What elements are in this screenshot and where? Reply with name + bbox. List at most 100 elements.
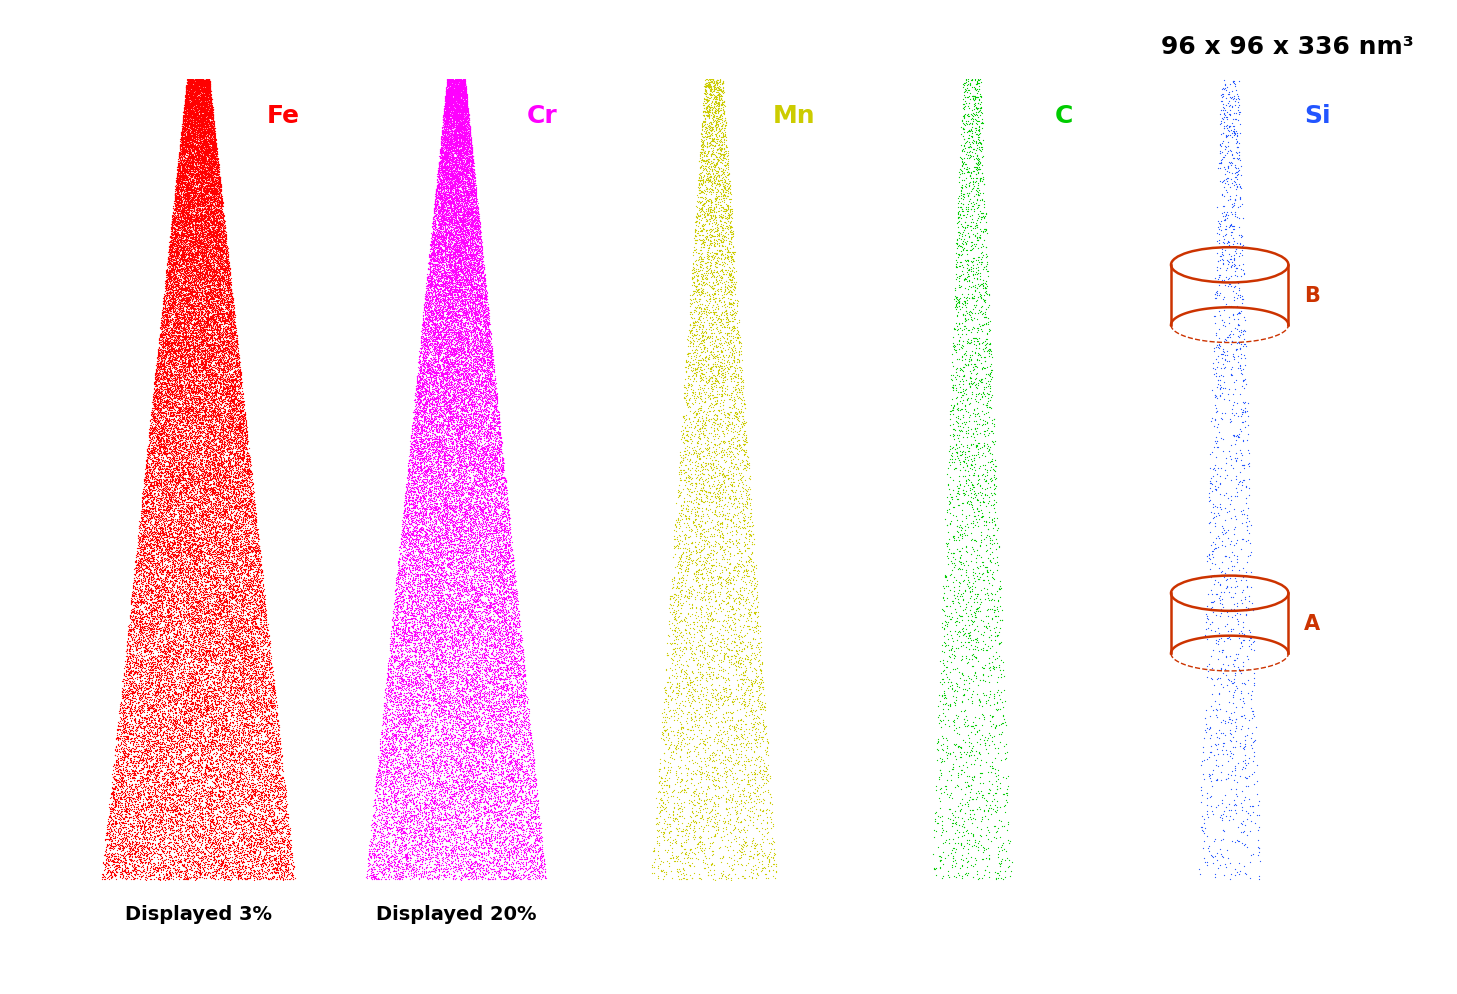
Point (239, 827, 262, 843)
Point (430, 315, 453, 331)
Point (186, 310, 210, 326)
Point (188, 802, 211, 818)
Point (456, 202, 479, 218)
Point (430, 394, 453, 410)
Point (173, 313, 197, 329)
Point (685, 209, 708, 225)
Point (466, 437, 490, 453)
Point (102, 770, 125, 786)
Point (179, 769, 203, 785)
Point (219, 681, 242, 697)
Point (184, 122, 207, 138)
Point (376, 746, 399, 761)
Point (1227, 866, 1250, 882)
Point (117, 860, 140, 876)
Point (439, 485, 462, 501)
Point (198, 580, 221, 595)
Point (475, 740, 498, 755)
Point (168, 726, 191, 742)
Point (497, 749, 520, 765)
Point (214, 237, 237, 252)
Point (453, 475, 476, 491)
Point (189, 152, 213, 168)
Point (478, 611, 501, 627)
Point (701, 229, 724, 245)
Point (270, 856, 293, 872)
Point (137, 743, 160, 758)
Point (179, 841, 203, 857)
Point (184, 602, 207, 618)
Point (402, 477, 425, 493)
Point (265, 860, 288, 876)
Point (457, 772, 481, 788)
Point (150, 800, 173, 816)
Point (146, 435, 169, 451)
Point (133, 516, 156, 532)
Point (462, 183, 485, 199)
Point (111, 734, 134, 749)
Point (449, 116, 472, 132)
Point (390, 724, 414, 740)
Point (408, 559, 431, 575)
Point (188, 334, 211, 350)
Point (185, 248, 208, 264)
Point (188, 424, 211, 440)
Point (455, 272, 478, 288)
Point (165, 251, 188, 267)
Point (443, 187, 466, 203)
Point (195, 544, 219, 560)
Point (457, 366, 481, 382)
Point (192, 488, 216, 504)
Point (182, 285, 205, 301)
Point (227, 724, 251, 740)
Point (414, 291, 437, 307)
Point (185, 144, 208, 160)
Point (478, 449, 501, 465)
Point (159, 384, 182, 400)
Point (409, 506, 433, 522)
Point (178, 755, 201, 771)
Point (140, 556, 163, 572)
Point (211, 422, 235, 438)
Point (194, 605, 217, 621)
Point (182, 317, 205, 333)
Point (179, 149, 203, 165)
Point (698, 723, 721, 739)
Point (463, 437, 487, 453)
Point (453, 315, 476, 331)
Point (1215, 808, 1238, 824)
Point (217, 645, 240, 661)
Point (176, 101, 200, 117)
Point (522, 862, 545, 878)
Point (396, 760, 420, 776)
Point (449, 579, 472, 594)
Point (412, 475, 436, 491)
Point (156, 609, 179, 625)
Point (937, 642, 960, 658)
Point (217, 730, 240, 746)
Point (195, 681, 219, 697)
Point (434, 714, 457, 730)
Point (680, 536, 704, 552)
Point (182, 249, 205, 265)
Point (692, 159, 715, 175)
Point (472, 527, 495, 543)
Point (425, 176, 449, 192)
Point (239, 682, 262, 698)
Point (441, 110, 465, 126)
Point (182, 162, 205, 178)
Point (411, 859, 434, 875)
Point (490, 628, 513, 644)
Point (203, 393, 226, 409)
Point (953, 293, 976, 309)
Point (441, 853, 465, 869)
Point (236, 445, 259, 461)
Point (186, 144, 210, 160)
Point (975, 742, 998, 757)
Point (213, 604, 236, 620)
Point (179, 384, 203, 400)
Point (182, 619, 205, 635)
Point (223, 821, 246, 837)
Point (943, 587, 966, 603)
Point (204, 271, 227, 287)
